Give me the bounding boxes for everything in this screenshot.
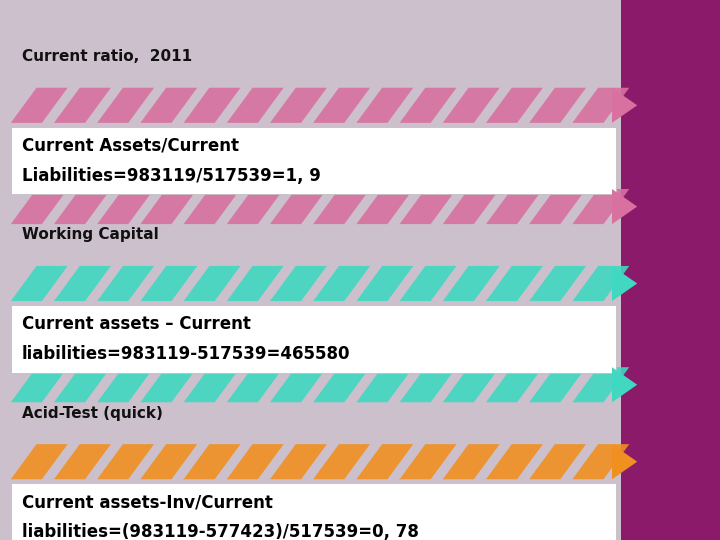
Polygon shape — [356, 367, 413, 402]
Polygon shape — [612, 189, 637, 224]
Polygon shape — [486, 189, 543, 224]
Polygon shape — [270, 266, 327, 301]
Polygon shape — [313, 444, 370, 480]
Polygon shape — [400, 444, 456, 480]
Polygon shape — [270, 189, 327, 224]
Polygon shape — [270, 367, 327, 402]
Text: liabilities=983119-517539=465580: liabilities=983119-517539=465580 — [22, 345, 350, 363]
Polygon shape — [529, 189, 586, 224]
Polygon shape — [97, 266, 154, 301]
Polygon shape — [356, 266, 413, 301]
Polygon shape — [486, 367, 543, 402]
Polygon shape — [227, 189, 284, 224]
Polygon shape — [443, 88, 500, 123]
Polygon shape — [313, 266, 370, 301]
Polygon shape — [486, 266, 543, 301]
Polygon shape — [54, 189, 111, 224]
Text: Current assets – Current: Current assets – Current — [22, 315, 251, 333]
Polygon shape — [140, 444, 197, 480]
Polygon shape — [529, 444, 586, 480]
Polygon shape — [54, 367, 111, 402]
Polygon shape — [54, 266, 111, 301]
Polygon shape — [11, 444, 68, 480]
Polygon shape — [356, 88, 413, 123]
Polygon shape — [227, 88, 284, 123]
Text: Current Assets/Current: Current Assets/Current — [22, 137, 238, 155]
Polygon shape — [612, 266, 637, 301]
Polygon shape — [313, 189, 370, 224]
Polygon shape — [486, 444, 543, 480]
Polygon shape — [612, 88, 637, 123]
FancyBboxPatch shape — [11, 305, 616, 373]
Polygon shape — [54, 444, 111, 480]
Polygon shape — [443, 266, 500, 301]
Polygon shape — [184, 266, 240, 301]
Polygon shape — [400, 189, 456, 224]
Text: Working Capital: Working Capital — [22, 227, 158, 242]
Polygon shape — [572, 266, 629, 301]
Polygon shape — [313, 88, 370, 123]
Polygon shape — [572, 189, 629, 224]
FancyBboxPatch shape — [11, 127, 616, 194]
Text: Liabilities=983119/517539=1, 9: Liabilities=983119/517539=1, 9 — [22, 166, 320, 185]
Polygon shape — [270, 444, 327, 480]
Polygon shape — [227, 444, 284, 480]
Polygon shape — [184, 189, 240, 224]
Polygon shape — [11, 189, 68, 224]
Polygon shape — [11, 266, 68, 301]
Polygon shape — [184, 444, 240, 480]
Polygon shape — [97, 367, 154, 402]
Polygon shape — [97, 88, 154, 123]
Polygon shape — [140, 88, 197, 123]
FancyBboxPatch shape — [621, 0, 720, 540]
Polygon shape — [184, 367, 240, 402]
Polygon shape — [529, 367, 586, 402]
Polygon shape — [572, 444, 629, 480]
Polygon shape — [184, 88, 240, 123]
Polygon shape — [529, 88, 586, 123]
Polygon shape — [97, 444, 154, 480]
Text: Current assets-Inv/Current: Current assets-Inv/Current — [22, 493, 272, 511]
Text: Acid-Test (quick): Acid-Test (quick) — [22, 406, 163, 421]
Polygon shape — [270, 88, 327, 123]
Polygon shape — [443, 367, 500, 402]
Polygon shape — [400, 88, 456, 123]
Polygon shape — [313, 367, 370, 402]
Polygon shape — [400, 367, 456, 402]
Polygon shape — [140, 367, 197, 402]
Polygon shape — [612, 367, 637, 402]
Polygon shape — [356, 444, 413, 480]
Polygon shape — [572, 88, 629, 123]
Polygon shape — [11, 88, 68, 123]
Polygon shape — [11, 367, 68, 402]
Polygon shape — [486, 88, 543, 123]
Polygon shape — [443, 189, 500, 224]
Polygon shape — [400, 266, 456, 301]
Polygon shape — [572, 367, 629, 402]
Polygon shape — [356, 189, 413, 224]
Polygon shape — [140, 266, 197, 301]
Polygon shape — [140, 189, 197, 224]
Polygon shape — [612, 444, 637, 480]
Polygon shape — [443, 444, 500, 480]
Text: Current ratio,  2011: Current ratio, 2011 — [22, 49, 192, 64]
FancyBboxPatch shape — [11, 483, 616, 540]
Polygon shape — [97, 189, 154, 224]
Polygon shape — [227, 367, 284, 402]
Polygon shape — [227, 266, 284, 301]
Polygon shape — [54, 88, 111, 123]
Polygon shape — [529, 266, 586, 301]
Text: liabilities=(983119-577423)/517539=0, 78: liabilities=(983119-577423)/517539=0, 78 — [22, 523, 418, 540]
